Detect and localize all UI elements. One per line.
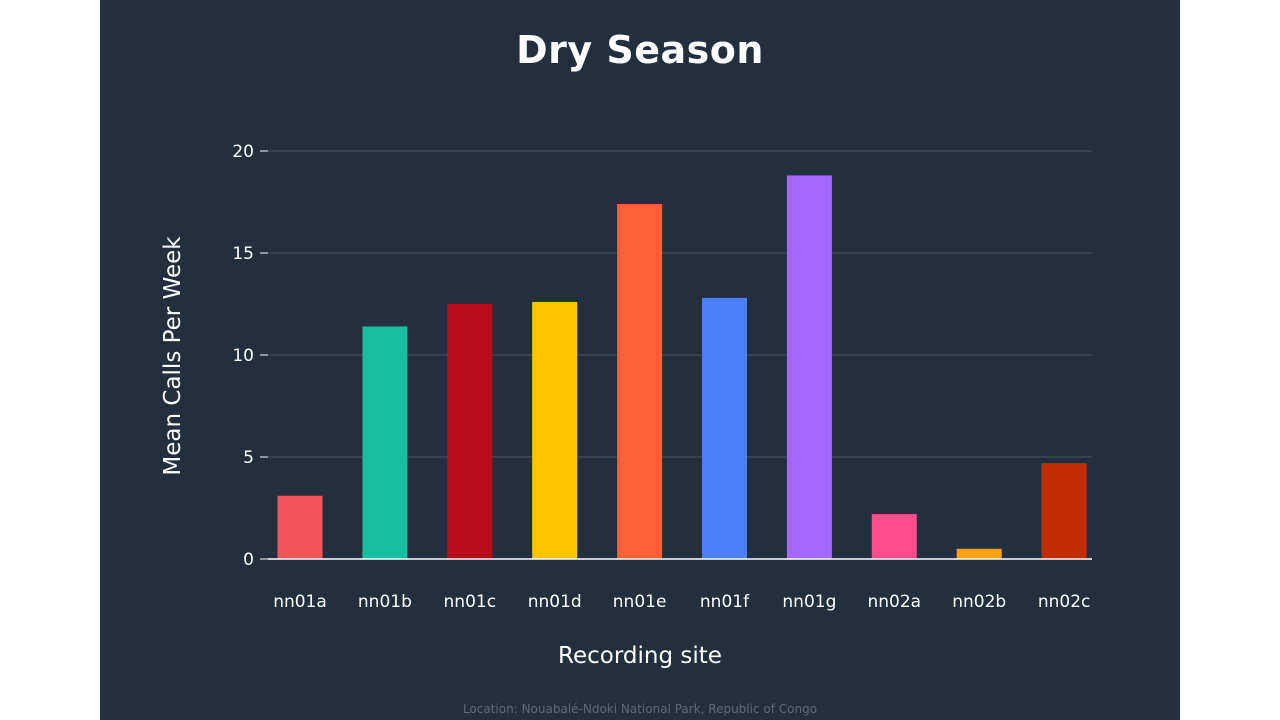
bar-nn02b (956, 548, 1002, 559)
x-tick-label: nn01d (528, 592, 582, 612)
x-axis-ticks: nn01a nn01b nn01c nn01d nn01e nn01f nn01g nn02a… (273, 592, 1090, 612)
y-tick-label: 5 (243, 448, 254, 468)
bar-nn01d (532, 301, 578, 559)
y-tick-label: 15 (232, 244, 254, 264)
bar-nn01c (447, 304, 493, 559)
y-axis-title: Mean Calls Per Week (160, 236, 186, 476)
location-caption: Location: Nouabalé-Ndoki National Park, … (462, 702, 818, 716)
x-tick-label: nn02a (867, 592, 921, 612)
chart-panel: Dry Season 0 5 10 15 20 nn01a nn01b nn01c nn01d… (100, 0, 1180, 720)
y-axis-ticks: 0 5 10 15 20 (232, 142, 268, 570)
y-tick-label: 0 (243, 550, 254, 570)
x-tick-label: nn01b (358, 592, 412, 612)
x-tick-label: nn01g (782, 592, 836, 612)
x-tick-label: nn01f (700, 592, 750, 612)
chart-title: Dry Season (516, 28, 764, 72)
x-tick-label: nn02c (1038, 592, 1091, 612)
x-tick-label: nn02b (952, 592, 1006, 612)
x-tick-label: nn01a (273, 592, 327, 612)
bar-nn02a (871, 514, 917, 559)
bar-nn01b (362, 326, 408, 559)
bar-nn02c (1041, 463, 1087, 559)
y-tick-label: 10 (232, 346, 254, 366)
x-axis-title: Recording site (558, 643, 722, 669)
bar-nn01g (786, 175, 832, 560)
bar-nn01a (277, 495, 323, 559)
bar-nn01f (702, 297, 747, 559)
x-tick-label: nn01c (444, 592, 497, 612)
x-tick-label: nn01e (613, 592, 667, 612)
bar-nn01e (617, 204, 663, 560)
y-tick-label: 20 (232, 142, 254, 162)
bars (277, 175, 1087, 560)
